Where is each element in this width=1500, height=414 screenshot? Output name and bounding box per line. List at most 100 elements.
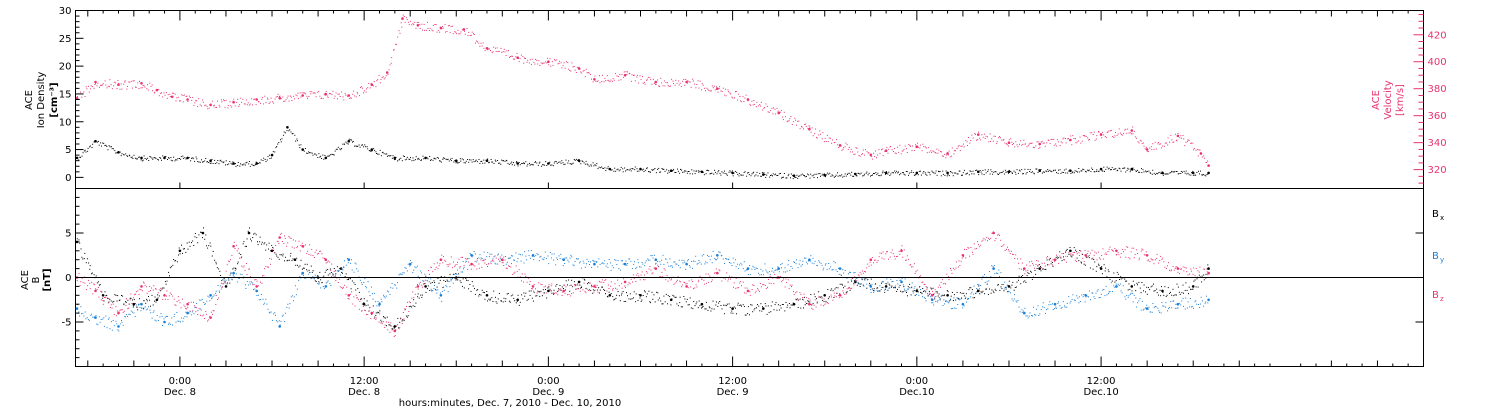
By-sample [584,266,586,268]
velocity-sample [634,80,636,82]
Bx-sample [1192,288,1194,290]
density-sample [1192,170,1194,172]
Bz-sample [100,299,102,301]
By-sample [1048,304,1050,306]
velocity-point [977,133,980,136]
density-sample [991,171,993,173]
By-sample [121,321,123,323]
Bz-sample [163,295,165,296]
density-sample [622,171,624,173]
By-sample [899,279,901,281]
Bz-sample [541,284,543,285]
density-sample [232,161,234,163]
Bx-sample [559,285,561,286]
density-sample [949,171,951,172]
Bz-sample [313,257,315,258]
Bz-sample [369,306,371,308]
velocity-sample [79,98,81,100]
Bx-sample [982,290,984,292]
Bx-sample [842,284,843,286]
Bz-sample [476,259,478,261]
Bz-sample [545,285,546,287]
velocity-sample [333,97,335,99]
density-sample [210,162,212,164]
density-sample [866,171,868,173]
velocity-sample [932,150,934,152]
velocity-sample [1089,132,1091,134]
Bx-sample [1103,264,1105,266]
density-sample [900,173,902,175]
velocity-sample [1059,145,1061,147]
Bz-sample [96,289,98,290]
Bz-sample [772,277,774,279]
Bz-sample [108,297,110,299]
Bz-sample [490,263,492,265]
density-sample [929,172,931,174]
Bz-sample [564,292,566,294]
density-sample [116,152,118,154]
Bx-sample [950,299,952,301]
By-sample [814,260,816,262]
velocity-sample [140,87,142,89]
Bx-sample [1048,259,1050,261]
Bz-sample [92,293,94,295]
density-sample [392,155,394,157]
density-sample [820,175,821,177]
density-sample [975,170,977,171]
Bx-sample [402,319,404,321]
velocity-sample [221,101,223,103]
density-sample [534,162,536,163]
density-sample [478,159,480,160]
Bz-sample [583,282,585,284]
Bx-sample [1047,264,1048,266]
Bx-sample [1073,247,1075,249]
density-sample [752,172,754,174]
Bz-sample [457,261,458,263]
velocity-sample [165,92,167,94]
density-sample [84,149,86,151]
Bz-sample [683,281,685,283]
Bz-sample [89,282,91,284]
By-sample [326,281,328,283]
velocity-sample [213,105,215,107]
Bx-series [75,227,1210,331]
density-sample [499,162,501,164]
By-sample [863,285,865,287]
Bz-sample [471,264,473,266]
velocity-sample [480,42,482,44]
velocity-sample [578,66,580,68]
velocity-sample [867,152,869,154]
velocity-sample [1190,142,1192,144]
density-sample [1014,171,1016,173]
density-sample [1141,172,1143,174]
Bx-sample [1088,257,1090,259]
Bz-sample [551,283,553,285]
density-sample [926,174,928,176]
velocity-sample [1141,143,1143,145]
density-sample [674,171,676,173]
velocity-sample [1063,137,1065,139]
Bz-sample [287,242,289,244]
velocity-sample [446,31,448,32]
Bz-sample [318,253,319,254]
velocity-sample [1175,139,1177,141]
velocity-sample [1060,141,1062,143]
Bz-sample [460,256,462,258]
density-sample [558,161,560,163]
By-sample [948,302,950,304]
By-sample [787,264,789,266]
Bx-sample [926,287,928,289]
By-sample [79,315,81,317]
Bx-sample [663,295,665,297]
Bz-sample [749,294,751,296]
Bz-sample [133,297,135,299]
density-sample [685,170,687,172]
By-sample [174,313,176,315]
By-sample [260,294,262,295]
Bz-sample [89,288,91,290]
Bx-sample [300,259,302,261]
Bx-sample [361,298,363,300]
velocity-point [385,71,389,74]
density-sample [237,162,239,163]
By-sample [290,296,292,298]
